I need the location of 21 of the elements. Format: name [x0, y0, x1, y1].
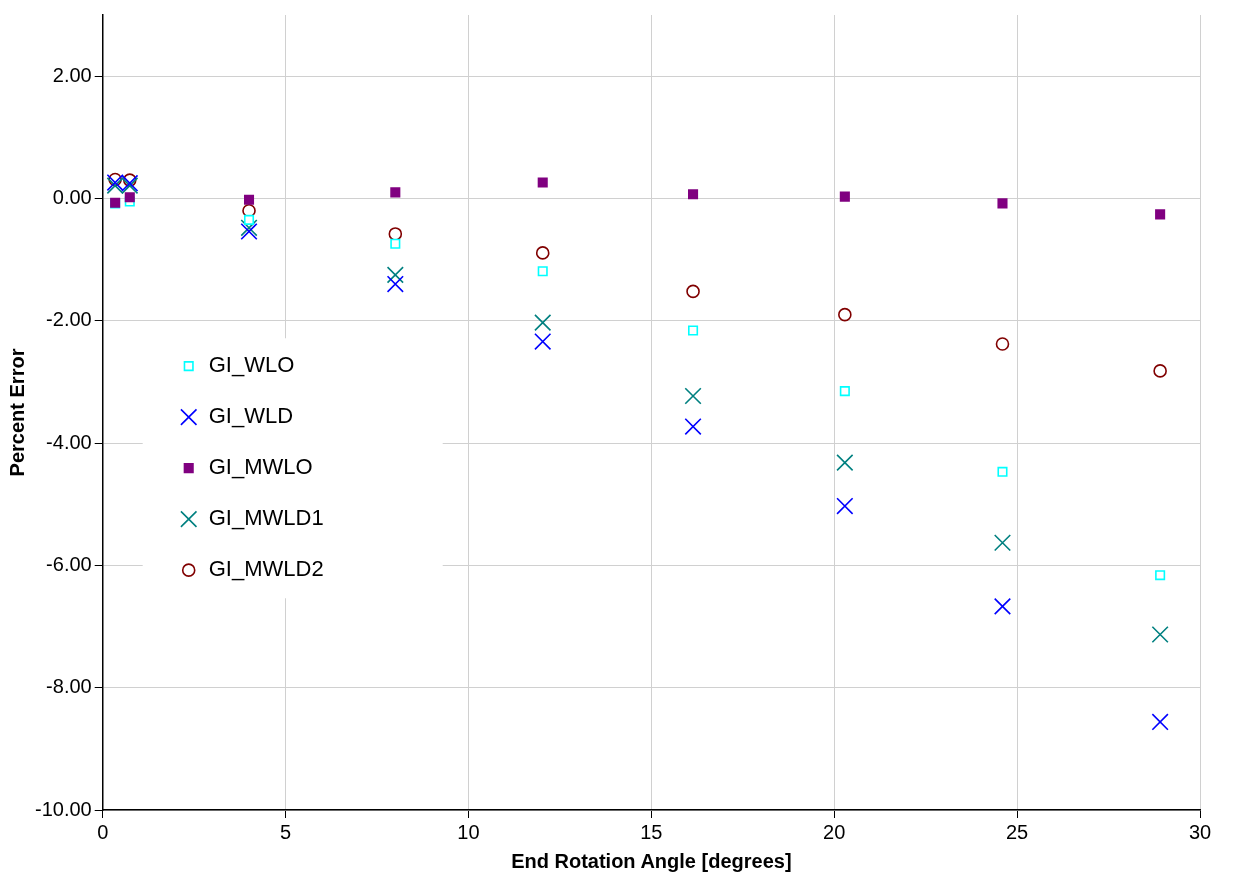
x-axis-title: End Rotation Angle [degrees]	[511, 849, 792, 872]
y-tick-label: -4.00	[46, 430, 92, 453]
legend-label: GI_MWLD1	[208, 505, 324, 531]
x-tick-label: 20	[823, 820, 846, 843]
y-tick-label: -2.00	[46, 308, 92, 331]
y-tick-label: 2.00	[52, 63, 92, 86]
x-tick-label: 25	[1005, 820, 1029, 843]
y-tick-label: -8.00	[46, 675, 92, 698]
y-axis-title: Percent Error	[5, 348, 28, 477]
y-tick-label: -6.00	[46, 552, 92, 575]
legend-label: GI_WLD	[208, 403, 294, 429]
y-tick-label: 0.00	[52, 185, 92, 208]
x-tick-label: 15	[640, 820, 663, 843]
x-tick-label: 10	[457, 820, 480, 843]
x-tick-label: 5	[280, 820, 292, 843]
legend-label: GI_MWLD2	[208, 556, 324, 582]
legend-label: GI_WLO	[208, 352, 295, 378]
x-tick-label: 0	[97, 820, 109, 843]
x-tick-label: 30	[1188, 820, 1212, 843]
legend-label: GI_MWLO	[208, 454, 313, 480]
y-tick-label: -10.00	[34, 797, 92, 820]
